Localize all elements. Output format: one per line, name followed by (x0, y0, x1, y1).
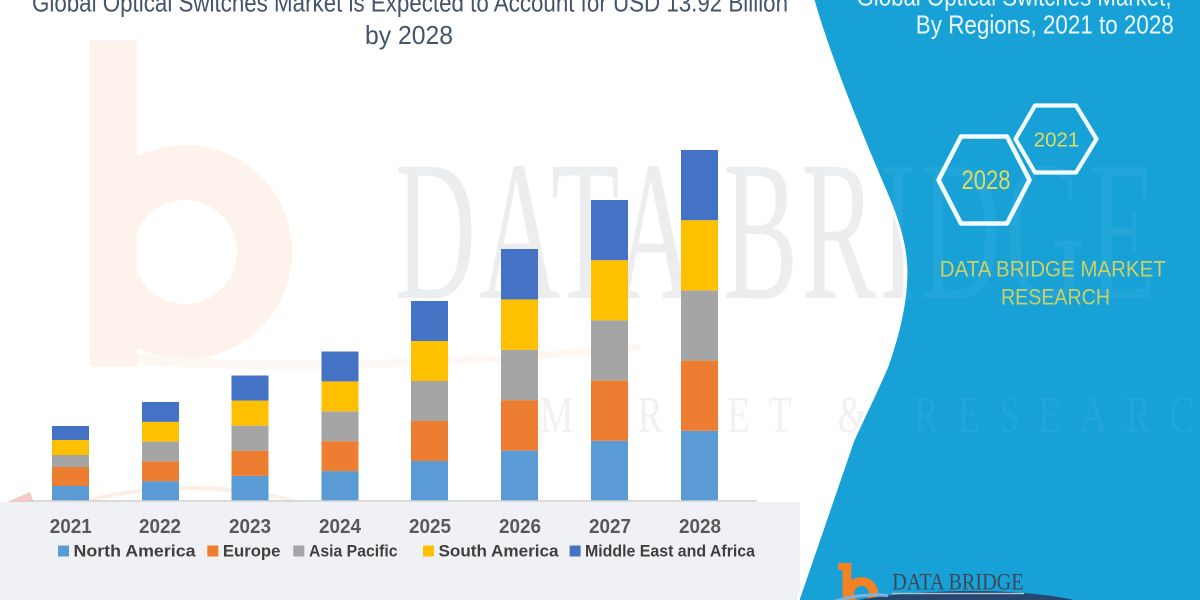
svg-text:RESEARCH: RESEARCH (1001, 285, 1110, 310)
svg-text:DATA BRIDGE: DATA BRIDGE (892, 570, 1023, 595)
svg-text:2021: 2021 (50, 516, 92, 538)
svg-text:Europe: Europe (223, 543, 281, 561)
svg-text:by 2028: by 2028 (365, 20, 453, 50)
svg-text:2028: 2028 (679, 516, 721, 538)
svg-text:Global Optical Switches Market: Global Optical Switches Market is Expect… (32, 0, 788, 18)
svg-text:2024: 2024 (319, 516, 362, 538)
svg-text:2027: 2027 (589, 516, 631, 538)
svg-text:2022: 2022 (139, 516, 181, 538)
svg-text:2026: 2026 (499, 516, 541, 538)
svg-text:2025: 2025 (409, 516, 451, 538)
svg-text:Asia Pacific: Asia Pacific (309, 543, 398, 561)
svg-text:South America: South America (439, 543, 560, 561)
svg-text:2021: 2021 (1034, 129, 1080, 152)
svg-text:Middle East and Africa: Middle East and Africa (585, 543, 756, 561)
svg-text:By Regions, 2021 to 2028: By Regions, 2021 to 2028 (916, 10, 1174, 40)
svg-text:DATA BRIDGE MARKET: DATA BRIDGE MARKET (940, 257, 1166, 282)
svg-text:North America: North America (74, 543, 197, 561)
svg-text:Global Optical Switches Market: Global Optical Switches Market, (857, 0, 1172, 12)
svg-text:2023: 2023 (229, 516, 271, 538)
svg-text:2028: 2028 (962, 165, 1011, 195)
